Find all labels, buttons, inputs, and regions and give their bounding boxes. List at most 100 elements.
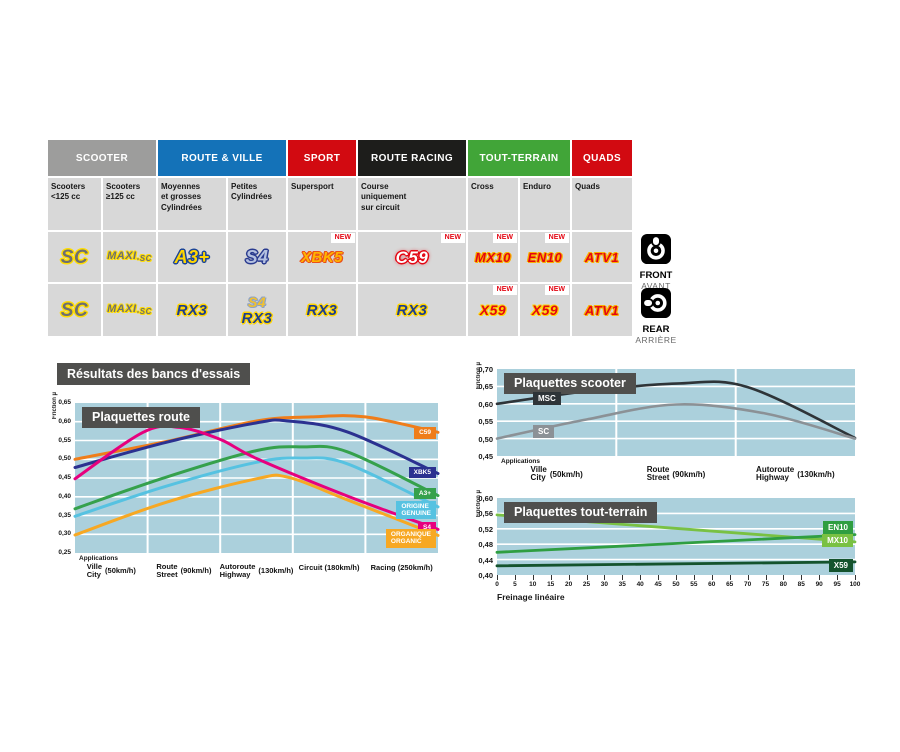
new-badge: NEW <box>544 285 569 296</box>
x-tick-mark <box>855 575 856 580</box>
new-badge: NEW <box>492 285 517 296</box>
applications-table: SCOOTER ROUTE & VILLE SPORT ROUTE RACING TOU… <box>48 140 632 336</box>
rear-label: REAR <box>642 324 670 335</box>
legend-tag-a3: A3+ <box>413 487 436 500</box>
x-label-circuit: Circuit (180km/h) <box>298 563 360 572</box>
rear-brake-disc-icon <box>641 288 671 318</box>
rear-product-cell: NEW X59 <box>468 284 518 336</box>
rear-product-cell: RX3 <box>288 284 356 336</box>
x-tick-85: 85 <box>797 581 805 588</box>
y-tick-0-35: 0,35 <box>58 511 71 519</box>
series-a3 <box>73 444 440 511</box>
x-tick-mark <box>586 575 588 580</box>
rear-product-cell: SC <box>48 284 101 336</box>
y-tick-0-48: 0,48 <box>478 540 493 550</box>
y-tick-0-55: 0,55 <box>478 417 493 427</box>
y-tick-0-65: 0,65 <box>58 399 71 406</box>
y-tick-0-50: 0,50 <box>58 455 71 463</box>
x-label-ville: Ville City (50km/h) <box>530 465 583 483</box>
x-tick-65: 65 <box>726 581 734 588</box>
x-tick-25: 25 <box>582 581 591 588</box>
product-logo-c59: C59 <box>395 247 429 267</box>
x-tick-15: 15 <box>547 581 555 588</box>
series-s4 <box>73 424 440 531</box>
x-tick-mark <box>837 575 839 580</box>
x-tick-mark <box>801 575 803 580</box>
y-tick-0-60: 0,60 <box>478 399 493 409</box>
legend-tag-msc: MSC <box>533 391 561 405</box>
tout-terrain-chart-title: Plaquettes tout-terrain <box>504 502 658 523</box>
rear-product-cell: RX3 <box>158 284 226 336</box>
y-tick-0-60: 0,60 <box>478 494 493 503</box>
x-tick-60: 60 <box>708 581 716 588</box>
x-tick-80: 80 <box>779 581 788 588</box>
product-logo-maxi-sc: MAXI-SC <box>107 250 152 263</box>
rear-product-cell: MAXI-SC <box>103 284 156 336</box>
subheader-quads: Quads <box>572 178 632 230</box>
route-chart-title: Plaquettes route <box>82 407 200 428</box>
x-tick-mark <box>497 575 498 580</box>
legend-tag-sc: SC <box>533 424 555 438</box>
front-product-cell: SC <box>48 232 101 282</box>
legend-tag-s4: S4 <box>418 521 436 534</box>
y-axis-ticks: 0,60 0,56 0,52 0,48 0,44 0,40 <box>478 494 495 580</box>
tout-terrain-plot-area: Plaquettes tout-terrain EN10 MX10 X59 <box>495 498 857 575</box>
y-tick-0-55: 0,55 <box>58 436 71 444</box>
x-tick-mark <box>819 575 821 580</box>
chart-plaquettes-tout-terrain: Friction µ 0,60 0,56 0,52 0,48 0,44 0,40 Plaq… <box>476 490 868 610</box>
y-tick-0-52: 0,52 <box>478 524 493 534</box>
x-tick-30: 30 <box>600 581 609 588</box>
rear-product-cell: S4 RX3 <box>228 284 286 336</box>
legend-tag-xbk5: XBK5 <box>408 466 436 478</box>
y-tick-0-65: 0,65 <box>478 382 493 392</box>
route-plot-area: Plaquettes route C59 XBK5 A3+ ORIGINE GENUI… <box>73 403 440 553</box>
subheader-supersport: Supersport <box>288 178 356 230</box>
front-product-cell: ATV1 <box>572 232 632 282</box>
y-tick-0-60: 0,60 <box>58 417 71 425</box>
group-header-route-ville: ROUTE & VILLE <box>158 140 286 176</box>
front-product-cell: NEW C59 <box>358 232 466 282</box>
product-logo-xbk5: XBK5 <box>300 248 343 266</box>
x-axis: Applications Ville City (50km/h) Route Street… <box>58 555 458 589</box>
new-badge: NEW <box>492 233 517 244</box>
x-tick-mark <box>514 575 516 580</box>
y-tick-0-70: 0,70 <box>478 365 493 374</box>
product-logo-rx3: RX3 <box>176 301 208 319</box>
x-label-route: Route Street (90km/h) <box>646 465 706 483</box>
product-logo-a3: A3+ <box>174 247 210 267</box>
x-tick-75: 75 <box>761 581 770 588</box>
subheader-scooters: Scooters ≥125 cc <box>103 178 156 230</box>
x-tick-mark <box>747 575 749 580</box>
product-logo-rx3: RX3 <box>306 301 338 319</box>
x-tick-0: 0 <box>495 581 499 588</box>
x-tick-10: 10 <box>529 581 537 588</box>
x-tick-40: 40 <box>636 581 644 588</box>
chart-plaquettes-scooter: Friction µ 0,70 0,65 0,60 0,55 0,50 0,45 Plaq… <box>476 362 868 483</box>
product-logo-x59: X59 <box>479 302 507 318</box>
y-axis-ticks: 0,70 0,65 0,60 0,55 0,50 0,45 <box>478 365 495 461</box>
x-tick-20: 20 <box>564 581 573 588</box>
x-axis-title: Freinage linéaire <box>497 592 565 602</box>
series-origine-genuine <box>73 456 440 518</box>
x-tick-mark <box>783 575 785 580</box>
group-header-scooter: SCOOTER <box>48 140 156 176</box>
x-tick-mark <box>765 575 767 580</box>
new-badge: NEW <box>544 233 569 244</box>
y-tick-0-30: 0,30 <box>58 530 71 538</box>
group-header-quads: QUADS <box>572 140 632 176</box>
product-logo-suffix: -SC <box>136 254 152 263</box>
front-product-cell: NEW EN10 <box>520 232 570 282</box>
x-tick-mark <box>640 575 642 580</box>
series-x59 <box>495 560 857 568</box>
y-tick-0-50: 0,50 <box>478 434 493 444</box>
product-logo-en10: EN10 <box>527 249 563 265</box>
x-tick-mark <box>532 575 534 580</box>
new-badge: NEW <box>440 233 465 244</box>
product-logo-sc: SC <box>60 246 89 268</box>
product-logo-s4: S4 <box>245 247 269 267</box>
series-en10 <box>495 533 857 554</box>
subheader-scooters: Scooters <125 cc <box>48 178 101 230</box>
x-tick-100: 100 <box>849 581 861 588</box>
product-logo-rx3: RX3 <box>241 309 273 327</box>
